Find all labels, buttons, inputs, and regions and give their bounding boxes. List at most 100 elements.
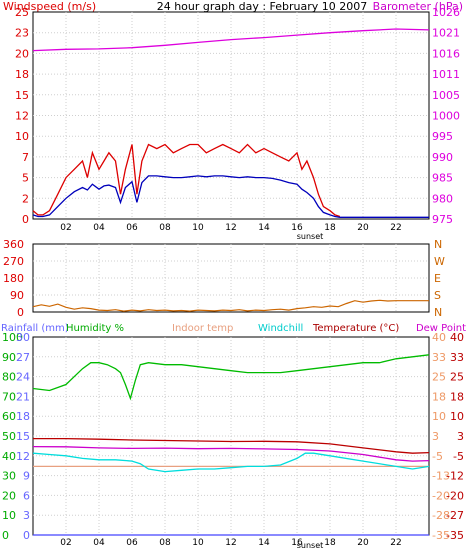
humidity-y-tick: 90 — [2, 351, 16, 364]
barometer-y-tick: 1021 — [432, 27, 460, 40]
indoor-temp-y-tick: -13 — [432, 470, 450, 483]
rainfall-y-tick: 18 — [16, 410, 30, 423]
windspeed-y-tick: 23 — [15, 27, 29, 40]
wind-direction-compass-tick: E — [434, 272, 441, 285]
windspeed-y-tick: 7 — [22, 151, 29, 164]
series-line-wind-direction — [32, 299, 429, 312]
wind-direction-degree-tick: 0 — [17, 306, 24, 319]
wind-baro-series — [32, 28, 430, 218]
rainfall-y-tick: 24 — [16, 371, 30, 384]
x-tick-label: 16 — [291, 538, 303, 548]
windspeed-y-tick: 25 — [15, 6, 29, 19]
windspeed-y-tick: 0 — [22, 213, 29, 226]
wind-direction-degree-tick: 270 — [3, 255, 24, 268]
series-line-humidity- — [32, 354, 430, 401]
rainfall-y-tick: 3 — [23, 509, 30, 522]
humidity-y-tick: 50 — [2, 430, 16, 443]
barometer-y-tick: 985 — [432, 172, 453, 185]
indoor-temp-y-tick: -20 — [432, 489, 450, 502]
humidity-y-tick: 70 — [2, 390, 16, 403]
rainfall-y-tick: 27 — [16, 351, 30, 364]
wind-baro-grid — [33, 12, 429, 219]
windspeed-y-tick: 5 — [22, 172, 29, 185]
x-tick-label: 16 — [291, 223, 303, 233]
wind-direction-compass-tick: W — [434, 255, 445, 268]
barometer-y-tick: 1016 — [432, 47, 460, 60]
legend-windchill: Windchill — [258, 323, 303, 334]
indoor-temp-y-tick: 18 — [432, 390, 446, 403]
humidity-y-tick: 40 — [2, 450, 16, 463]
x-tick-label: 10 — [192, 223, 204, 233]
wind-direction-compass-tick: N — [434, 306, 442, 319]
series-line-windchill — [32, 452, 430, 473]
indoor-temp-y-tick: 40 — [432, 331, 446, 344]
windspeed-y-tick: 20 — [15, 47, 29, 60]
indoor-temp-y-tick: 25 — [432, 371, 446, 384]
indoor-temp-y-tick: -28 — [432, 509, 450, 522]
x-tick-label: 18 — [324, 223, 336, 233]
legend-dew-point: Dew Point — [416, 323, 466, 334]
rainfall-y-tick: 6 — [23, 489, 30, 502]
temp-humidity-grid — [33, 337, 429, 535]
indoor-temp-y-tick: -35 — [432, 529, 450, 542]
wind-baro-labels: 02 04 06 08 10 12 14 16 18 20 22025710121518202325… — [15, 6, 460, 233]
x-tick-label: 14 — [258, 538, 270, 548]
temperature-y-tick: -12 — [446, 470, 464, 483]
sunset-marker-top: sunset — [297, 232, 324, 241]
temp-humidity-labels: 02 04 06 08 10 12 14 16 18 20 22010203040506070809… — [2, 331, 464, 548]
rainfall-y-tick: 30 — [16, 331, 30, 344]
windspeed-axis-title: Windspeed (m/s) — [3, 0, 96, 13]
rainfall-y-tick: 9 — [23, 470, 30, 483]
wind-direction-compass-tick: N — [434, 238, 442, 251]
x-tick-label: 10 — [192, 538, 204, 548]
humidity-y-tick: 60 — [2, 410, 16, 423]
barometer-y-tick: 975 — [432, 213, 453, 226]
humidity-y-tick: 100 — [2, 331, 23, 344]
x-tick-label: 06 — [126, 223, 138, 233]
series-line-windspeed-m-s- — [32, 143, 341, 218]
series-line-windspeed-avg — [32, 175, 429, 218]
indoor-temp-y-tick: 10 — [432, 410, 446, 423]
x-tick-label: 04 — [93, 223, 105, 233]
x-tick-label: 08 — [159, 538, 171, 548]
humidity-y-tick: 0 — [2, 529, 9, 542]
rainfall-y-tick: 21 — [16, 390, 30, 403]
x-tick-label: 20 — [357, 538, 369, 548]
temperature-y-tick: 33 — [450, 351, 464, 364]
temperature-y-tick: -27 — [446, 509, 464, 522]
x-tick-label: 12 — [225, 223, 236, 233]
wind-direction-degree-tick: 360 — [3, 238, 24, 251]
temperature-y-tick: 18 — [450, 390, 464, 403]
barometer-y-tick: 995 — [432, 130, 453, 143]
windspeed-y-tick: 2 — [22, 192, 29, 205]
wind-direction-compass-tick: S — [434, 289, 441, 302]
x-tick-label: 02 — [60, 223, 71, 233]
humidity-y-tick: 10 — [2, 509, 16, 522]
wind-direction-degree-tick: 180 — [3, 272, 24, 285]
x-tick-label: 04 — [93, 538, 105, 548]
x-tick-label: 14 — [258, 223, 270, 233]
x-tick-label: 22 — [390, 223, 401, 233]
barometer-y-tick: 1000 — [432, 110, 460, 123]
x-tick-label: 06 — [126, 538, 138, 548]
legend-temperature: Temperature (°C) — [312, 323, 399, 334]
wind-direction-series — [32, 299, 429, 312]
x-tick-label: 20 — [357, 223, 369, 233]
series-line-dew-point — [32, 445, 430, 462]
barometer-y-tick: 990 — [432, 151, 453, 164]
x-tick-label: 18 — [324, 538, 336, 548]
legend-rainfall: Rainfall (mm) — [1, 323, 69, 334]
legend-humidity: Humidity % — [66, 323, 124, 334]
rainfall-y-tick: 0 — [23, 529, 30, 542]
temperature-y-tick: -35 — [446, 529, 464, 542]
x-tick-label: 02 — [60, 538, 71, 548]
temperature-y-tick: 3 — [457, 430, 464, 443]
chart-title: 24 hour graph day : February 10 2007 — [157, 0, 368, 13]
humidity-y-tick: 80 — [2, 371, 16, 384]
humidity-y-tick: 20 — [2, 489, 16, 502]
windspeed-y-tick: 12 — [15, 110, 29, 123]
barometer-y-tick: 1026 — [432, 6, 460, 19]
x-tick-label: 08 — [159, 223, 171, 233]
